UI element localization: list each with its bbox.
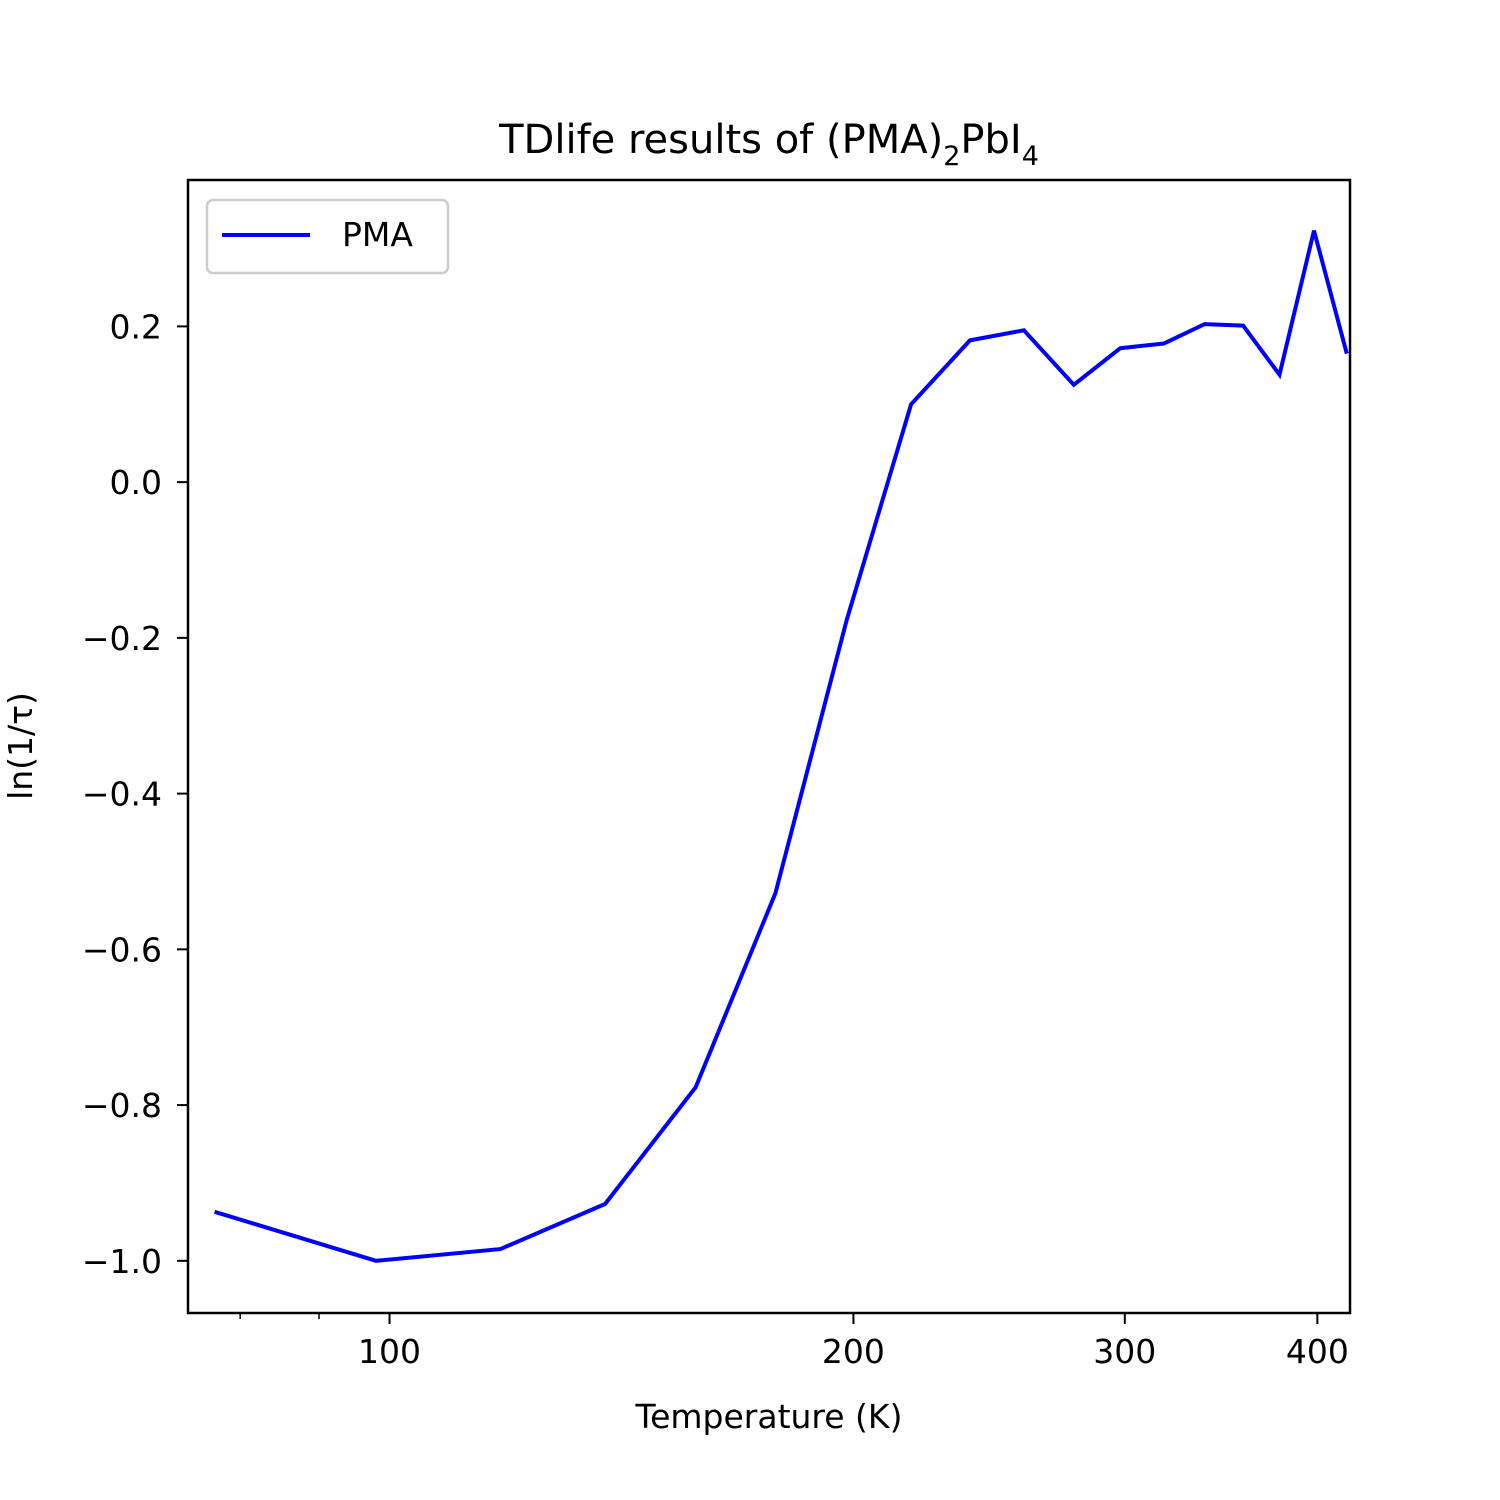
legend-box [205,198,450,275]
y-tick-label: −1.0 [82,1242,162,1281]
y-axis: −1.0 −0.8 −0.6 −0.4 −0.2 0.0 0.2 [82,307,188,1281]
x-tick-label: 200 [822,1332,885,1371]
y-tick-label: −0.4 [82,775,162,814]
legend: PMA [205,198,450,275]
y-axis-label: ln(1/τ) [1,692,40,800]
x-axis-label: Temperature (K) [635,1397,903,1436]
x-tick-label: 100 [358,1332,421,1371]
axes-frame [186,178,1352,1315]
x-tick-label: 400 [1286,1332,1349,1371]
legend-label-pma: PMA [342,215,413,254]
y-tick-label: −0.6 [82,930,162,969]
x-tick-label: 300 [1093,1332,1156,1371]
chart-title: TDlife results of (PMA)2PbI4 [498,117,1039,172]
series-layer [214,230,1349,1263]
y-tick-label: 0.0 [110,463,162,502]
x-axis: 100 200 300 400 [239,1313,1349,1371]
y-tick-label: 0.2 [110,307,162,346]
series-line-pma [214,230,1349,1263]
plot-area [186,178,1352,1315]
y-tick-label: −0.8 [82,1086,162,1125]
y-tick-label: −0.2 [82,619,162,658]
